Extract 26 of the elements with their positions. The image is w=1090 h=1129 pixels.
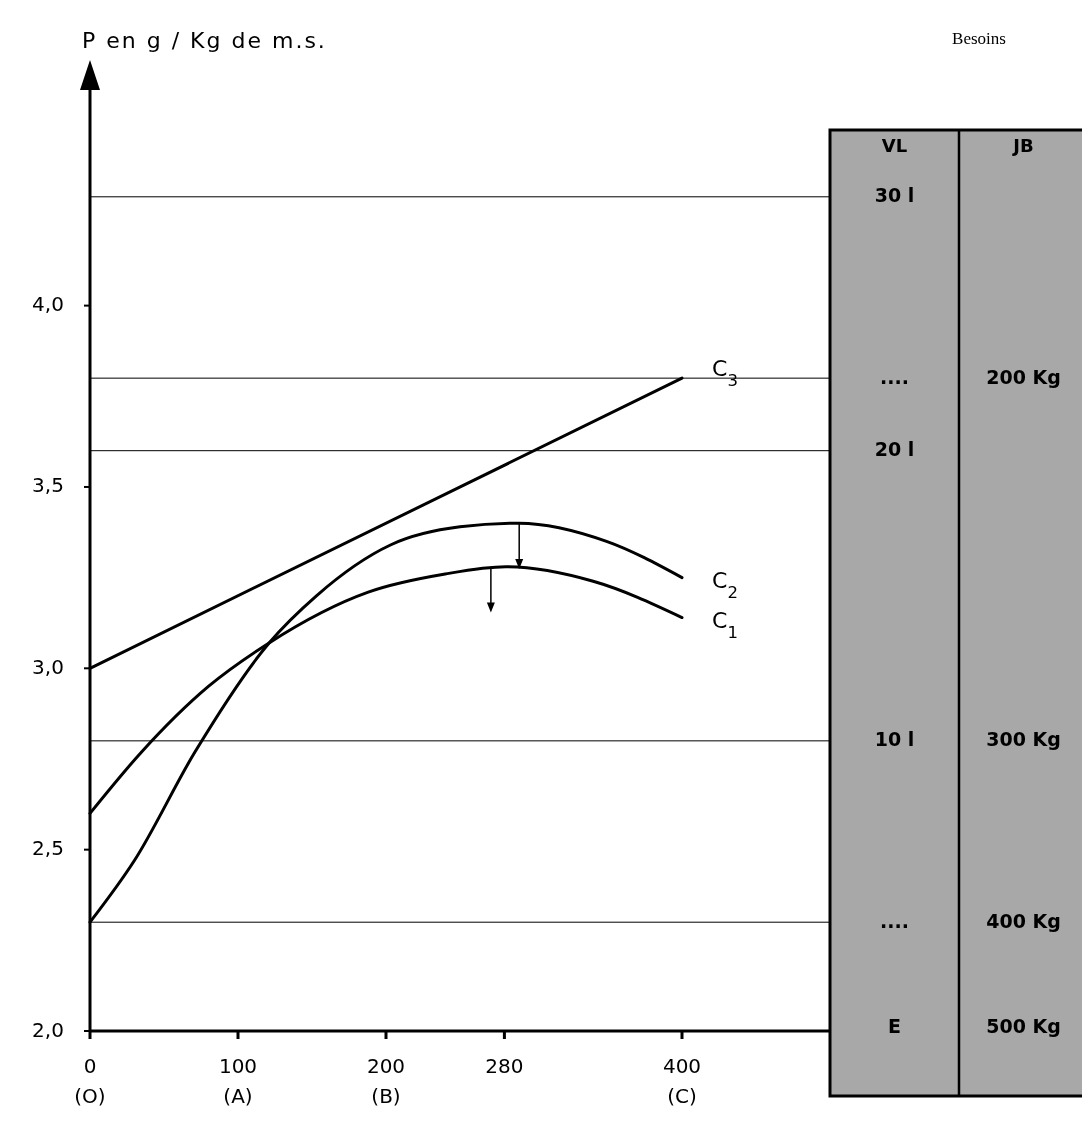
x-tick-label: 280 bbox=[485, 1054, 524, 1078]
series-label: C$_{2}$ bbox=[712, 567, 738, 602]
x-tick-label: 0 (O) bbox=[74, 1054, 106, 1108]
y-tick-label: 4,0 bbox=[32, 292, 64, 317]
category-label: VL bbox=[881, 135, 908, 156]
y-tick-label: 2,5 bbox=[32, 836, 64, 861]
x-tick-label: 400 (C) bbox=[662, 1054, 702, 1108]
x-tick-label: 100 (A) bbox=[218, 1054, 258, 1108]
text: E bbox=[888, 1014, 901, 1037]
x-tick-label: 200 (B) bbox=[366, 1054, 406, 1108]
text: .... bbox=[880, 909, 909, 932]
text: 200 Kg bbox=[986, 365, 1061, 388]
y-tick-label: 3,0 bbox=[32, 654, 64, 679]
text: 10 l bbox=[874, 728, 915, 751]
category-label: JB bbox=[1011, 135, 1034, 156]
text: 30 l bbox=[874, 184, 915, 207]
y-axis-title: P en g / Kg de m.s. bbox=[82, 28, 327, 53]
text: 20 l bbox=[874, 438, 915, 461]
y-tick-label: 3,5 bbox=[32, 473, 64, 498]
text: 400 Kg bbox=[986, 909, 1061, 932]
text: 300 Kg bbox=[986, 728, 1061, 751]
text: 500 Kg bbox=[986, 1014, 1061, 1037]
series-label: C$_{1}$ bbox=[712, 607, 738, 642]
text: Besoins bbox=[952, 29, 1006, 48]
text: .... bbox=[880, 365, 909, 388]
y-tick-label: 2,0 bbox=[32, 1017, 64, 1042]
